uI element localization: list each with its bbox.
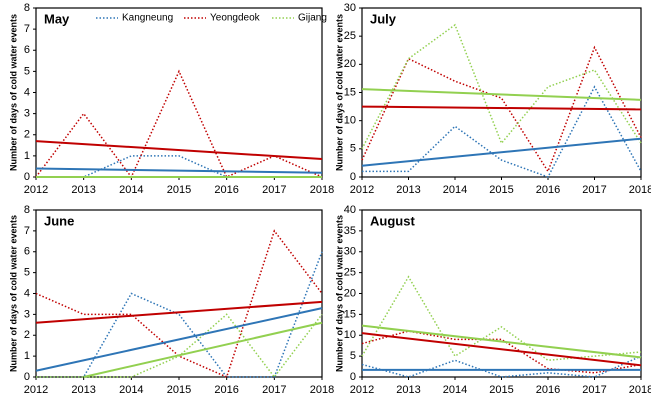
- y-tick-label: 25: [344, 267, 356, 279]
- y-tick-label: 2: [24, 129, 30, 141]
- y-tick-label: 25: [344, 30, 356, 42]
- data-line: [35, 69, 323, 179]
- x-tick-label: 2015: [167, 184, 191, 196]
- data-line: [36, 251, 323, 378]
- trend-line: [361, 324, 642, 359]
- y-tick-label: 10: [344, 115, 356, 127]
- x-tick-label: 2012: [24, 184, 48, 196]
- data-line: [361, 23, 642, 150]
- trend-line: [361, 332, 642, 367]
- x-tick-label: 2015: [489, 184, 513, 196]
- y-axis-label: Number of days of cold water events: [334, 14, 344, 171]
- trend-line: [35, 300, 323, 324]
- x-tick-label: 2013: [71, 384, 95, 396]
- y-tick-label: 30: [344, 2, 356, 14]
- y-tick-label: 30: [344, 246, 356, 258]
- y-tick-label: 4: [24, 86, 30, 98]
- data-line: [361, 355, 642, 378]
- trend-line: [361, 88, 642, 101]
- x-tick-label: 2016: [214, 384, 238, 396]
- data-line: [35, 229, 323, 379]
- y-tick-label: 0: [350, 371, 356, 383]
- legend-label: Kangneung: [122, 13, 173, 24]
- x-tick-label: 2018: [629, 184, 651, 196]
- trend-line: [35, 140, 323, 161]
- data-line: [36, 313, 323, 379]
- x-tick-label: 2018: [629, 384, 651, 396]
- x-tick-label: 2017: [582, 184, 606, 196]
- y-tick-label: 20: [344, 58, 356, 70]
- x-tick-label: 2015: [167, 384, 191, 396]
- y-tick-label: 5: [350, 350, 356, 362]
- y-tick-label: 8: [24, 204, 30, 216]
- y-tick-label: 6: [24, 246, 30, 258]
- y-tick-label: 1: [24, 350, 30, 362]
- y-tick-label: 0: [350, 171, 356, 183]
- data-line: [36, 155, 322, 178]
- x-tick-label: 2017: [262, 184, 286, 196]
- trend-line: [83, 321, 323, 378]
- x-tick-label: 2012: [350, 184, 374, 196]
- trend-line: [35, 167, 323, 174]
- y-tick-label: 35: [344, 225, 356, 237]
- x-tick-label: 2017: [582, 384, 606, 396]
- x-tick-label: 2014: [443, 384, 467, 396]
- x-tick-label: 2016: [536, 184, 560, 196]
- y-tick-label: 7: [24, 23, 30, 35]
- y-tick-label: 3: [24, 308, 30, 320]
- y-axis-label: Number of days of cold water events: [334, 215, 344, 372]
- panel-title: May: [44, 11, 70, 26]
- data-line: [361, 45, 642, 174]
- y-tick-label: 5: [24, 65, 30, 77]
- x-tick-label: 2013: [71, 184, 95, 196]
- y-tick-label: 5: [350, 143, 356, 155]
- panel-title: August: [370, 213, 415, 228]
- y-tick-label: 15: [344, 86, 356, 98]
- plot-frame: [35, 209, 323, 378]
- x-tick-label: 2014: [119, 184, 143, 196]
- data-line: [362, 85, 642, 178]
- x-tick-label: 2018: [310, 384, 334, 396]
- y-tick-label: 10: [344, 329, 356, 341]
- y-tick-label: 15: [344, 308, 356, 320]
- y-axis-label: Number of days of cold water events: [8, 14, 18, 171]
- legend-label: Yeongdeok: [210, 13, 261, 24]
- y-tick-label: 0: [24, 171, 30, 183]
- y-axis-label: Number of days of cold water events: [8, 215, 18, 372]
- y-tick-label: 8: [24, 2, 30, 14]
- x-tick-label: 2016: [214, 184, 238, 196]
- legend-label: Gijang: [298, 13, 327, 24]
- y-tick-label: 2: [24, 329, 30, 341]
- y-tick-label: 0: [24, 371, 30, 383]
- x-tick-label: 2013: [396, 184, 420, 196]
- x-tick-label: 2012: [24, 384, 48, 396]
- y-tick-label: 40: [344, 204, 356, 216]
- trend-line: [361, 105, 642, 111]
- x-tick-label: 2018: [310, 184, 334, 196]
- y-tick-label: 7: [24, 225, 30, 237]
- x-tick-label: 2013: [396, 384, 420, 396]
- y-tick-label: 6: [24, 44, 30, 56]
- x-tick-label: 2012: [350, 384, 374, 396]
- x-tick-label: 2017: [262, 384, 286, 396]
- y-tick-label: 5: [24, 267, 30, 279]
- x-tick-label: 2014: [443, 184, 467, 196]
- x-tick-label: 2016: [536, 384, 560, 396]
- trend-line: [35, 307, 323, 372]
- trend-line: [361, 137, 642, 167]
- data-line: [361, 275, 642, 362]
- panel-title: June: [44, 213, 74, 228]
- y-tick-label: 3: [24, 108, 30, 120]
- y-tick-label: 20: [344, 287, 356, 299]
- y-tick-label: 4: [24, 287, 30, 299]
- x-tick-label: 2015: [489, 384, 513, 396]
- y-tick-label: 1: [24, 150, 30, 162]
- x-tick-label: 2014: [119, 384, 143, 396]
- plot-frame: [35, 7, 323, 178]
- panel-title: July: [370, 11, 397, 26]
